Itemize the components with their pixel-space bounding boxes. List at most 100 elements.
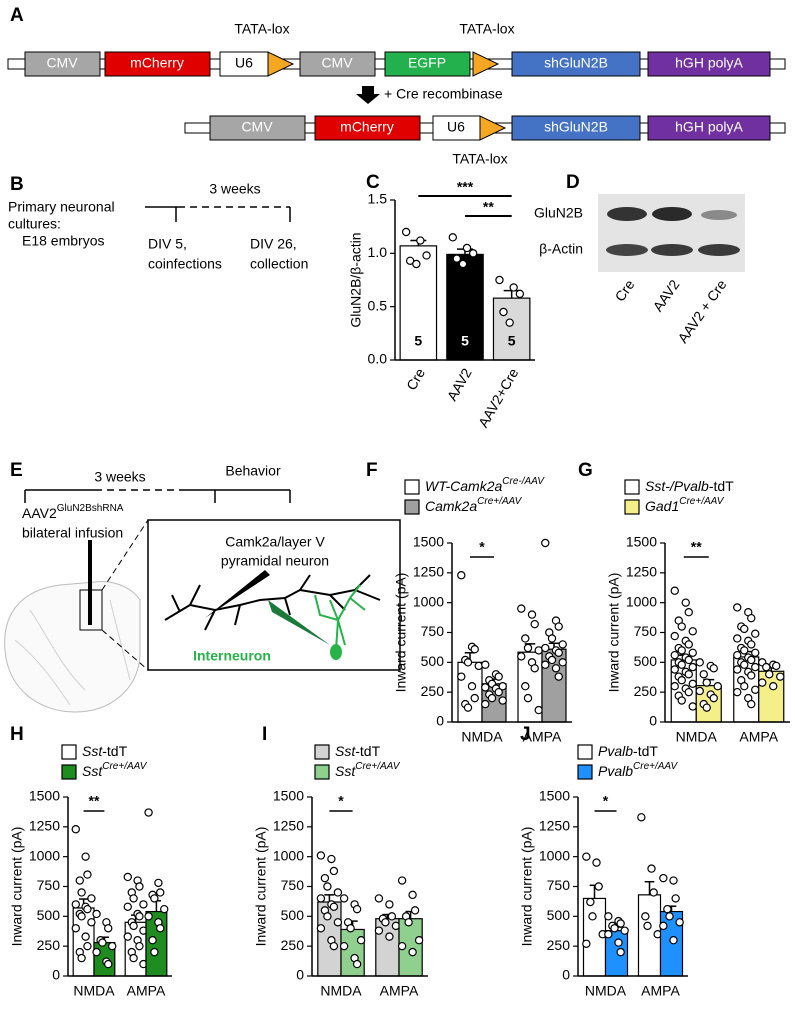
x-tick-label: AMPA — [523, 729, 562, 745]
y-tick-label: 250 — [37, 937, 61, 953]
data-point — [772, 661, 781, 671]
data-point — [688, 648, 697, 657]
x-tick-label: NMDA — [585, 983, 627, 999]
data-point — [688, 679, 697, 689]
x-tick-label: AAV2 — [444, 365, 475, 403]
data-point — [123, 932, 132, 941]
element — [647, 51, 771, 77]
data-point — [733, 650, 742, 660]
x-tick-label: NMDA — [73, 983, 115, 999]
data-point — [316, 924, 326, 933]
y-tick-label: 500 — [37, 907, 61, 923]
panel-label: G — [578, 460, 593, 481]
significance-label: * — [479, 539, 485, 555]
data-point — [316, 851, 326, 860]
data-point — [481, 699, 490, 709]
blot: GluN2B β-Actin Cre AAV2 AAV2 + Cre — [534, 194, 745, 346]
pipette — [205, 570, 270, 618]
data-point — [123, 872, 132, 882]
y-tick-label: 1500 — [626, 534, 657, 550]
data-point — [554, 622, 563, 631]
data-point — [521, 634, 530, 643]
data-point — [702, 703, 711, 712]
data-point — [381, 918, 390, 927]
y-tick-label: 1.5 — [368, 191, 388, 207]
legend-name: Sst — [82, 743, 103, 759]
zoom-box — [79, 589, 103, 631]
data-point — [751, 629, 760, 638]
element — [432, 115, 481, 141]
element — [299, 51, 376, 77]
data-point — [498, 696, 507, 705]
band — [652, 207, 692, 221]
data-point — [547, 634, 557, 643]
data-point — [104, 959, 113, 969]
data-point — [77, 912, 86, 921]
data-point — [87, 894, 96, 903]
y-tick-label: 0 — [52, 967, 60, 983]
legend-name: Sst — [335, 743, 356, 759]
y-tick-label: 500 — [634, 653, 658, 669]
duration: 3 weeks — [94, 469, 145, 485]
y-tick-label: 750 — [634, 623, 658, 639]
data-point — [665, 912, 674, 921]
legend-swatch — [61, 764, 77, 780]
legend-swatch — [624, 479, 640, 495]
infusion-label: bilateral infusion — [22, 525, 123, 541]
pyramidal-neuron — [164, 574, 381, 631]
legend-label: WT-Camk2aCre-/AAV — [425, 476, 545, 494]
data-point — [670, 586, 679, 595]
data-point — [740, 646, 749, 655]
lox-site — [479, 115, 507, 141]
data-point — [776, 672, 785, 681]
data-point — [467, 682, 477, 691]
element-label: EGFP — [408, 55, 446, 71]
n-label: 5 — [461, 333, 469, 349]
timepoint: collection — [250, 256, 308, 272]
data-point — [422, 251, 431, 260]
data-point — [329, 866, 339, 876]
data-point — [554, 648, 563, 657]
data-point — [604, 912, 613, 921]
y-tick-label: 500 — [421, 653, 445, 669]
x-tick-label: Cre — [403, 365, 428, 393]
data-point — [614, 938, 623, 947]
data-point — [457, 672, 466, 681]
data-point — [523, 643, 533, 653]
data-point — [541, 538, 550, 548]
data-point — [758, 678, 767, 687]
data-point — [702, 678, 711, 687]
significance-label: * — [603, 793, 609, 809]
y-axis-label: Inward current (pA) — [519, 827, 535, 947]
significance-label: ** — [89, 793, 100, 809]
element-label: CMV — [321, 55, 353, 71]
data-point — [541, 643, 550, 653]
data-point — [515, 289, 525, 299]
n-label: 5 — [414, 333, 422, 349]
data-point — [144, 808, 153, 817]
legend-sup: Cre+/AAV — [355, 761, 401, 772]
y-tick-label: 250 — [547, 937, 571, 953]
element — [209, 115, 306, 141]
data-point — [684, 687, 693, 697]
y-tick-label: 0 — [562, 967, 570, 983]
legend-swatch — [577, 744, 593, 760]
y-tick-label: 0.5 — [368, 297, 388, 313]
y-tick-label: 1000 — [29, 847, 60, 863]
data-point — [751, 685, 760, 694]
tata-lox-label: TATA-lox — [452, 151, 507, 167]
data-point — [156, 888, 165, 897]
data-point — [323, 882, 332, 891]
y-tick-label: 1250 — [539, 818, 570, 834]
panel-label: B — [10, 174, 24, 195]
x-tick-label: NMDA — [461, 729, 503, 745]
data-point — [352, 904, 362, 914]
data-point — [374, 894, 384, 903]
data-point — [470, 693, 479, 703]
virus-sup: GluN2BshRNA — [57, 503, 124, 514]
n-label: 5 — [508, 333, 516, 349]
legend-label: PvalbCre+/AAV — [598, 761, 679, 779]
x-tick-label: NMDA — [676, 729, 718, 745]
legend-name: Sst — [82, 763, 103, 779]
data-point — [135, 882, 144, 891]
